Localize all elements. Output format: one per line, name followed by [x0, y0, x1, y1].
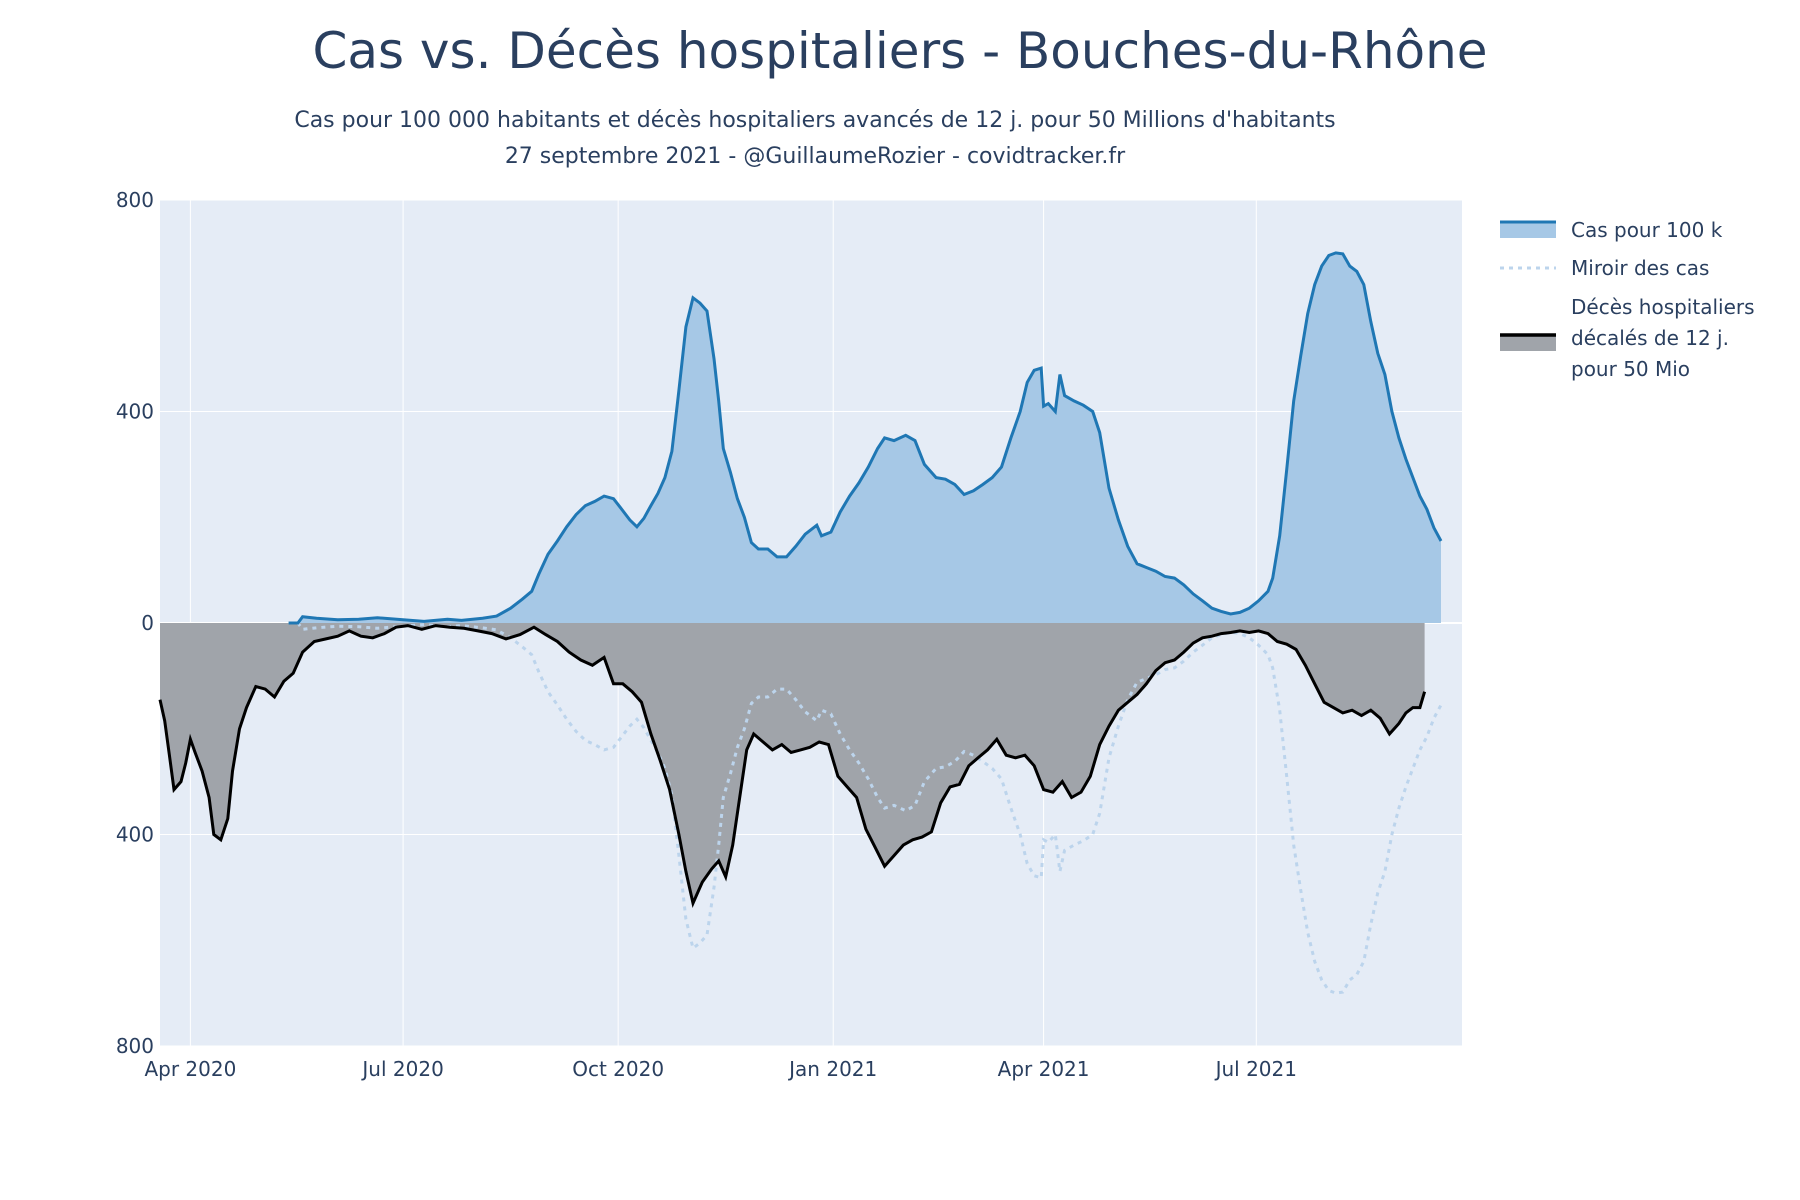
y-tick-label: 400 — [116, 400, 154, 424]
legend: Cas pour 100 k Miroir des cas Décès hosp… — [1500, 218, 1755, 381]
deaths-area — [160, 623, 1425, 904]
chart-title: Cas vs. Décès hospitaliers - Bouches-du-… — [312, 22, 1488, 80]
chart-credit-line: 27 septembre 2021 - @GuillaumeRozier - c… — [504, 144, 1126, 169]
chart-subtitle: Cas pour 100 000 habitants et décès hosp… — [294, 108, 1336, 133]
x-tick-label: Jan 2021 — [787, 1057, 877, 1081]
y-tick-label: 800 — [116, 188, 154, 212]
x-tick-label: Jul 2021 — [1214, 1057, 1297, 1081]
legend-label-deaths-2: décalés de 12 j. — [1571, 326, 1729, 350]
deaths-line — [158, 624, 1427, 908]
cases-area — [288, 252, 1442, 623]
legend-swatch-cases — [1500, 222, 1556, 238]
y-tick-label: 800 — [116, 1034, 154, 1058]
legend-swatch-deaths — [1500, 335, 1556, 351]
legend-label-deaths-1: Décès hospitaliers — [1571, 295, 1755, 319]
y-tick-label: 0 — [141, 611, 154, 635]
y-tick-label: 400 — [116, 823, 154, 847]
chart-marks — [158, 251, 1443, 995]
x-tick-label: Apr 2020 — [144, 1057, 236, 1081]
x-tick-label: Apr 2021 — [998, 1057, 1090, 1081]
legend-label-mirror: Miroir des cas — [1571, 256, 1709, 280]
legend-label-deaths-3: pour 50 Mio — [1571, 357, 1690, 381]
x-tick-label: Oct 2020 — [572, 1057, 664, 1081]
legend-label-cases: Cas pour 100 k — [1571, 218, 1723, 242]
x-tick-label: Jul 2020 — [360, 1057, 443, 1081]
cases-line — [288, 251, 1443, 625]
mirror-line — [288, 621, 1443, 995]
